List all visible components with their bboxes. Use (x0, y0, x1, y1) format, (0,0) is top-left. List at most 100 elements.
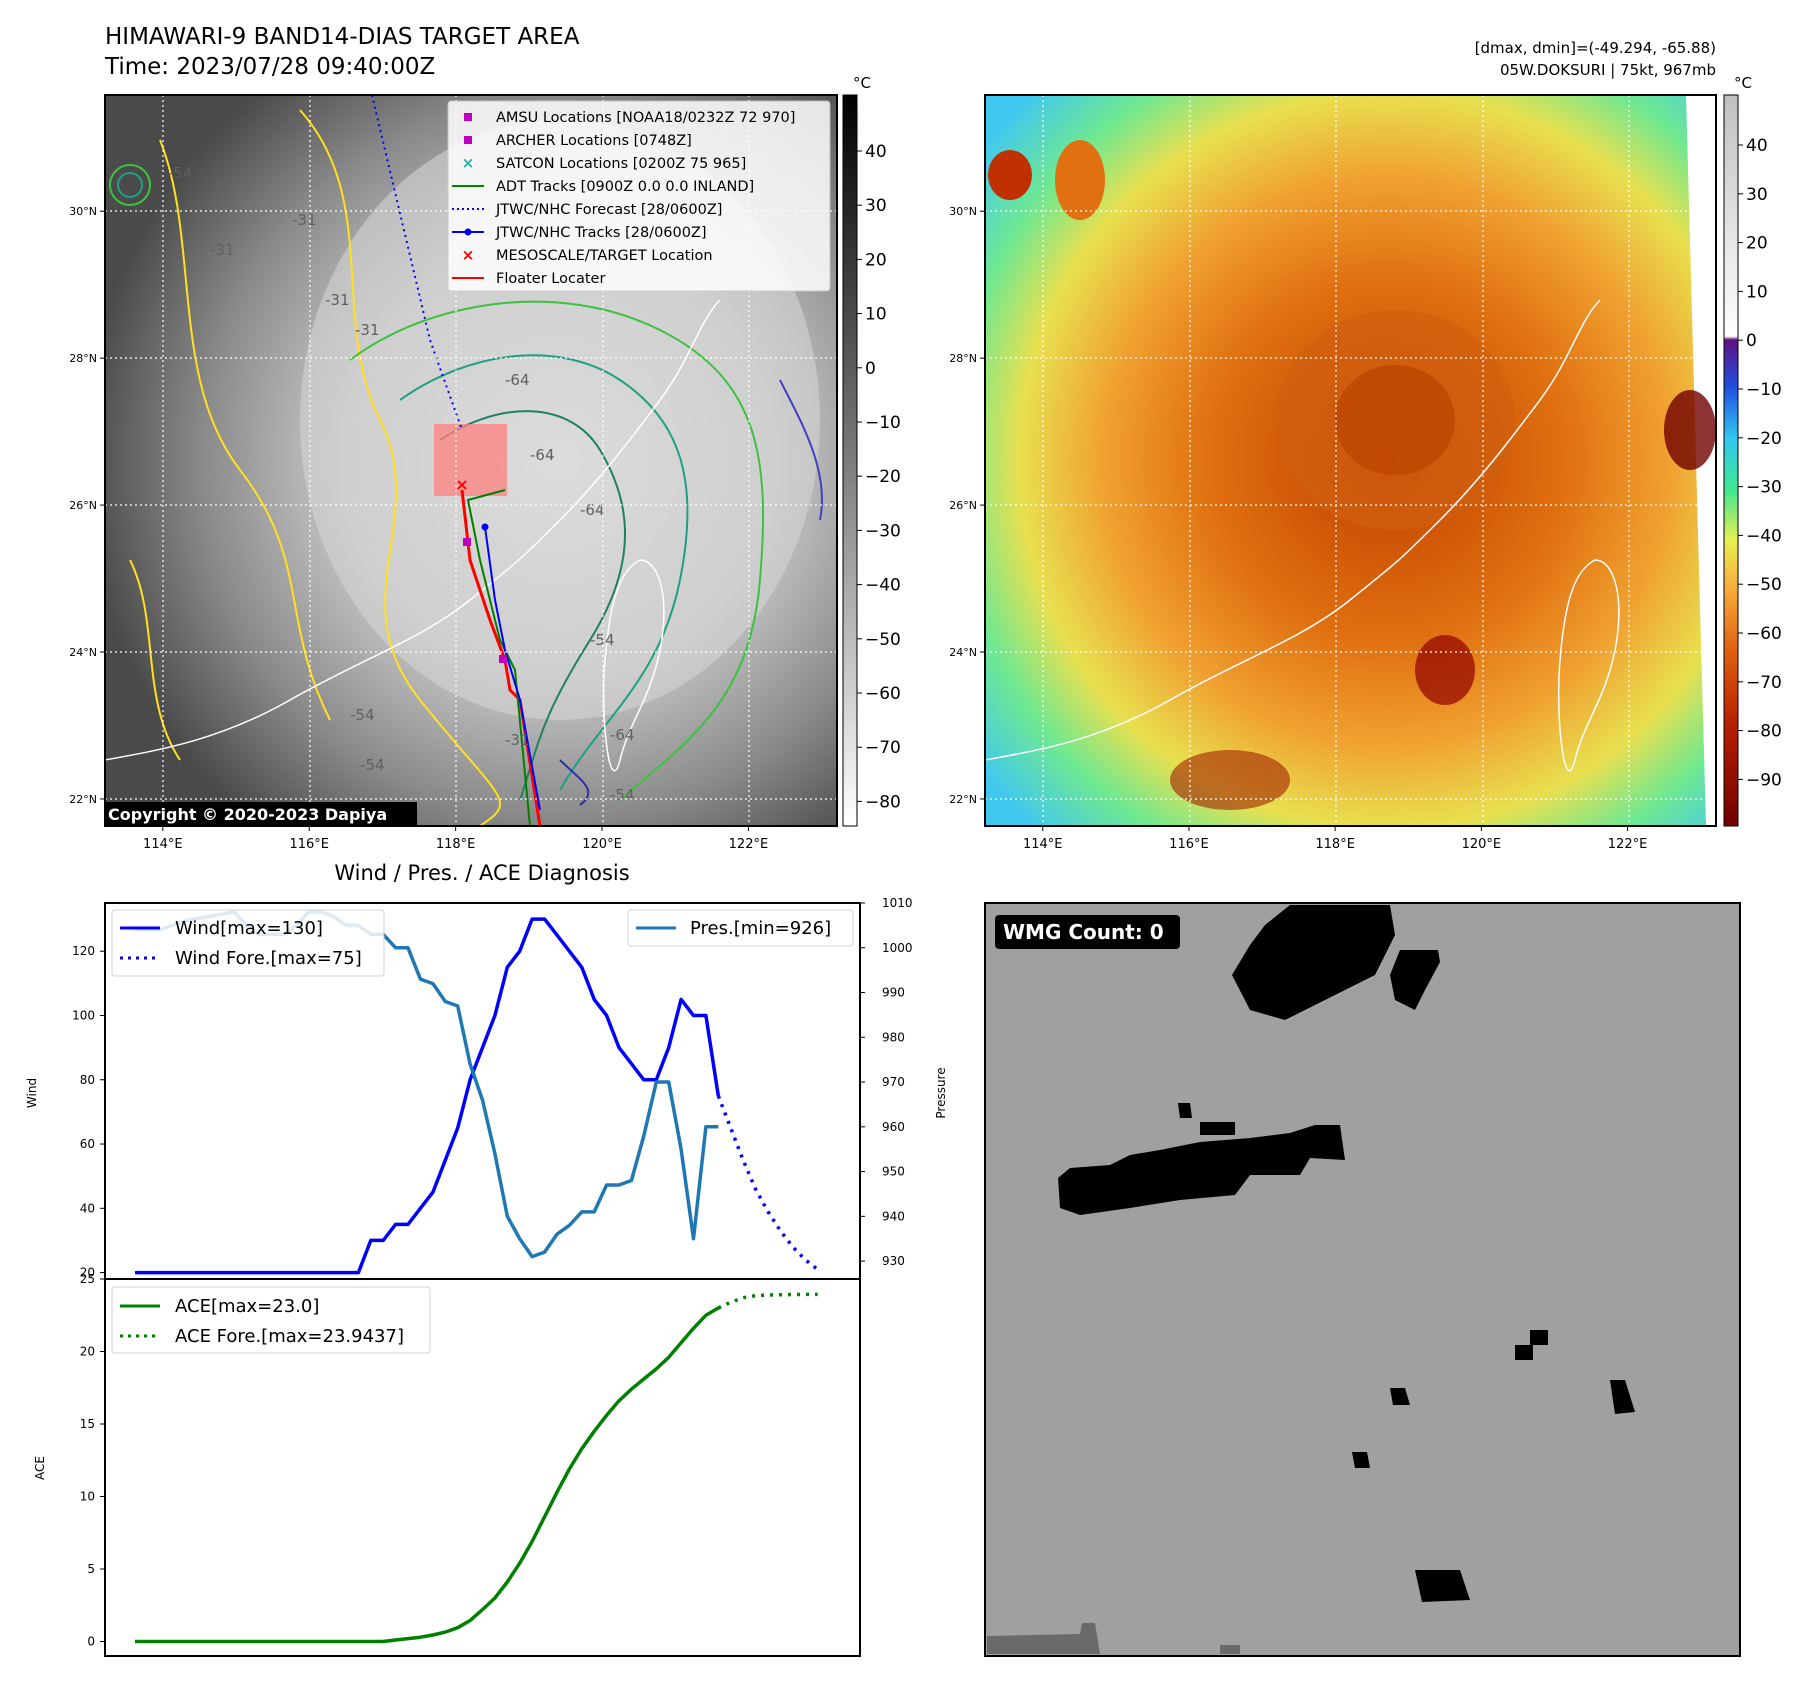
colorbar-tick-label: 40 (865, 142, 887, 162)
legend-label: JTWC/NHC Forecast [28/0600Z] (495, 202, 722, 218)
colorbar-tick-label: −70 (865, 738, 901, 758)
taiwan-outline (602, 559, 665, 772)
lon-tick-label: 114°E (143, 837, 183, 852)
y-right-tick-label: 930 (882, 1254, 905, 1268)
enhanced-ir-coastline (985, 299, 1601, 761)
colorbar-tick-label: 30 (1746, 185, 1768, 205)
lat-tick-label: 24°N (949, 646, 977, 659)
legend-wind-forecast: Wind Fore.[max=75] (175, 948, 362, 969)
enhanced-ir-colorbar (1723, 94, 1739, 827)
lat-tick-label: 30°N (949, 205, 977, 218)
mesoscale-target-box (434, 424, 507, 496)
mesoscale-target-marker: × (455, 475, 468, 494)
contour-label: -64 (505, 371, 530, 389)
colorbar-tick-label: −20 (1746, 429, 1782, 449)
colorbar-tick-label: −40 (865, 576, 901, 596)
lon-tick-label: 118°E (1315, 837, 1355, 852)
colorbar-tick-label: −70 (1746, 673, 1782, 693)
stats-line-1: [dmax, dmin]=(-49.294, -65.88) (1475, 39, 1716, 57)
y-tick-label: 20 (80, 1266, 95, 1280)
colorbar-tick-label: 40 (1746, 136, 1768, 156)
legend-wind: Wind[max=130] (175, 918, 323, 939)
legend-pressure: Pres.[min=926] (690, 918, 831, 939)
contour-label: -31 (205, 176, 230, 194)
lat-tick-label: 26°N (949, 499, 977, 512)
colorbar-tick-label: 20 (865, 250, 887, 270)
legend-ace-forecast: ACE Fore.[max=23.9437] (175, 1326, 404, 1347)
y-right-tick-label: 980 (882, 1030, 905, 1044)
pressure-axis-label: Pressure (934, 1067, 948, 1118)
contour-label: -31 (505, 731, 530, 749)
y-right-tick-label: 950 (882, 1165, 905, 1179)
series-line-0 (135, 917, 721, 1275)
colorbar-tick-label: −60 (1746, 624, 1782, 644)
colorbar-tick-label: −30 (1746, 478, 1782, 498)
legend-label: JTWC/NHC Tracks [28/0600Z] (495, 225, 707, 241)
y-tick-label: 120 (72, 944, 95, 958)
y-tick-label: 20 (80, 1345, 95, 1359)
colorbar-tick-label: −10 (865, 413, 901, 433)
ir-colorbar-unit: °C (853, 74, 871, 92)
lat-tick-label: 22°N (69, 793, 97, 806)
wmg-count-text: WMG Count: 0 (1003, 920, 1164, 944)
lon-tick-label: 122°E (1608, 837, 1648, 852)
ir-colorbar (842, 94, 858, 827)
colorbar-tick-label: −10 (1746, 380, 1782, 400)
lat-tick-label: 22°N (949, 793, 977, 806)
y-right-tick-label: 940 (882, 1209, 905, 1223)
wind-axis-label: Wind (25, 1078, 39, 1108)
colorbar-tick-label: −50 (1746, 575, 1782, 595)
legend-label: AMSU Locations [NOAA18/0232Z 72 970] (496, 110, 795, 126)
contour-label: -54 (590, 631, 615, 649)
colorbar-tick-label: 10 (865, 305, 887, 325)
legend-marker: × (462, 154, 475, 172)
jtwc-track (484, 526, 541, 811)
colorbar-tick-label: −90 (1746, 770, 1782, 790)
y-tick-label: 0 (87, 1635, 95, 1649)
y-right-tick-label: 1000 (882, 941, 913, 955)
wmg-bottom-gray (987, 1623, 1100, 1654)
contour-lines (109, 109, 823, 826)
adt-track (466, 489, 531, 826)
colorbar-tick-label: −50 (865, 630, 901, 650)
lat-tick-label: 26°N (69, 499, 97, 512)
y-tick-label: 100 (72, 1008, 95, 1022)
copyright-text: Copyright © 2020-2023 Dapiya (108, 805, 387, 824)
contour-label: -64 (610, 726, 635, 744)
lon-tick-label: 118°E (436, 837, 476, 852)
y-tick-label: 5 (87, 1562, 95, 1576)
colorbar-tick-label: 20 (1746, 234, 1768, 254)
ir-map-panel: × -31 -31 -31 -31 -31 -54 -54 -54 -54 -6… (69, 74, 901, 852)
colorbar-tick-label: 10 (1746, 282, 1768, 302)
contour-label: -31 (210, 241, 235, 259)
stats-line-2: 05W.DOKSURI | 75kt, 967mb (1500, 61, 1716, 79)
contour-label: -31 (325, 291, 350, 309)
colorbar-tick-label: −30 (865, 521, 901, 541)
colorbar-tick-label: −40 (1746, 526, 1782, 546)
colorbar-tick-label: 0 (1746, 331, 1757, 351)
wmg-panel: WMG Count: 0 (984, 902, 1741, 1657)
enhanced-ir-map-panel: 114°E 116°E 118°E 120°E 122°E 30°N 28°N 26°N 24… (949, 74, 1782, 852)
pressure-legend: Pres.[min=926] (627, 909, 854, 947)
wind-pressure-chart: 20 40 60 80 100 120 930 940 950 960 970 980 990 1000… (25, 896, 948, 1280)
y-tick-label: 80 (80, 1073, 95, 1087)
contour-label: -54 (350, 706, 375, 724)
y-tick-label: 60 (80, 1137, 95, 1151)
y-right-tick-label: 960 (882, 1120, 905, 1134)
contour-label: -54 (610, 786, 635, 804)
series-line-1 (717, 1292, 818, 1310)
enhanced-ir-colorbar-unit: °C (1734, 74, 1752, 92)
lon-tick-label: 114°E (1023, 837, 1063, 852)
colorbar-tick-label: 30 (865, 196, 887, 216)
legend-label: Floater Locater (496, 271, 605, 287)
lon-tick-label: 122°E (729, 837, 769, 852)
contour-label: -31 (355, 321, 380, 339)
legend-marker: × (462, 246, 475, 264)
lon-tick-label: 120°E (1462, 837, 1502, 852)
lat-tick-label: 24°N (69, 646, 97, 659)
y-tick-label: 10 (80, 1490, 95, 1504)
lon-tick-label: 120°E (582, 837, 622, 852)
figure-time: Time: 2023/07/28 09:40:00Z (104, 54, 435, 80)
enhanced-ir-gridlines (985, 95, 1716, 826)
